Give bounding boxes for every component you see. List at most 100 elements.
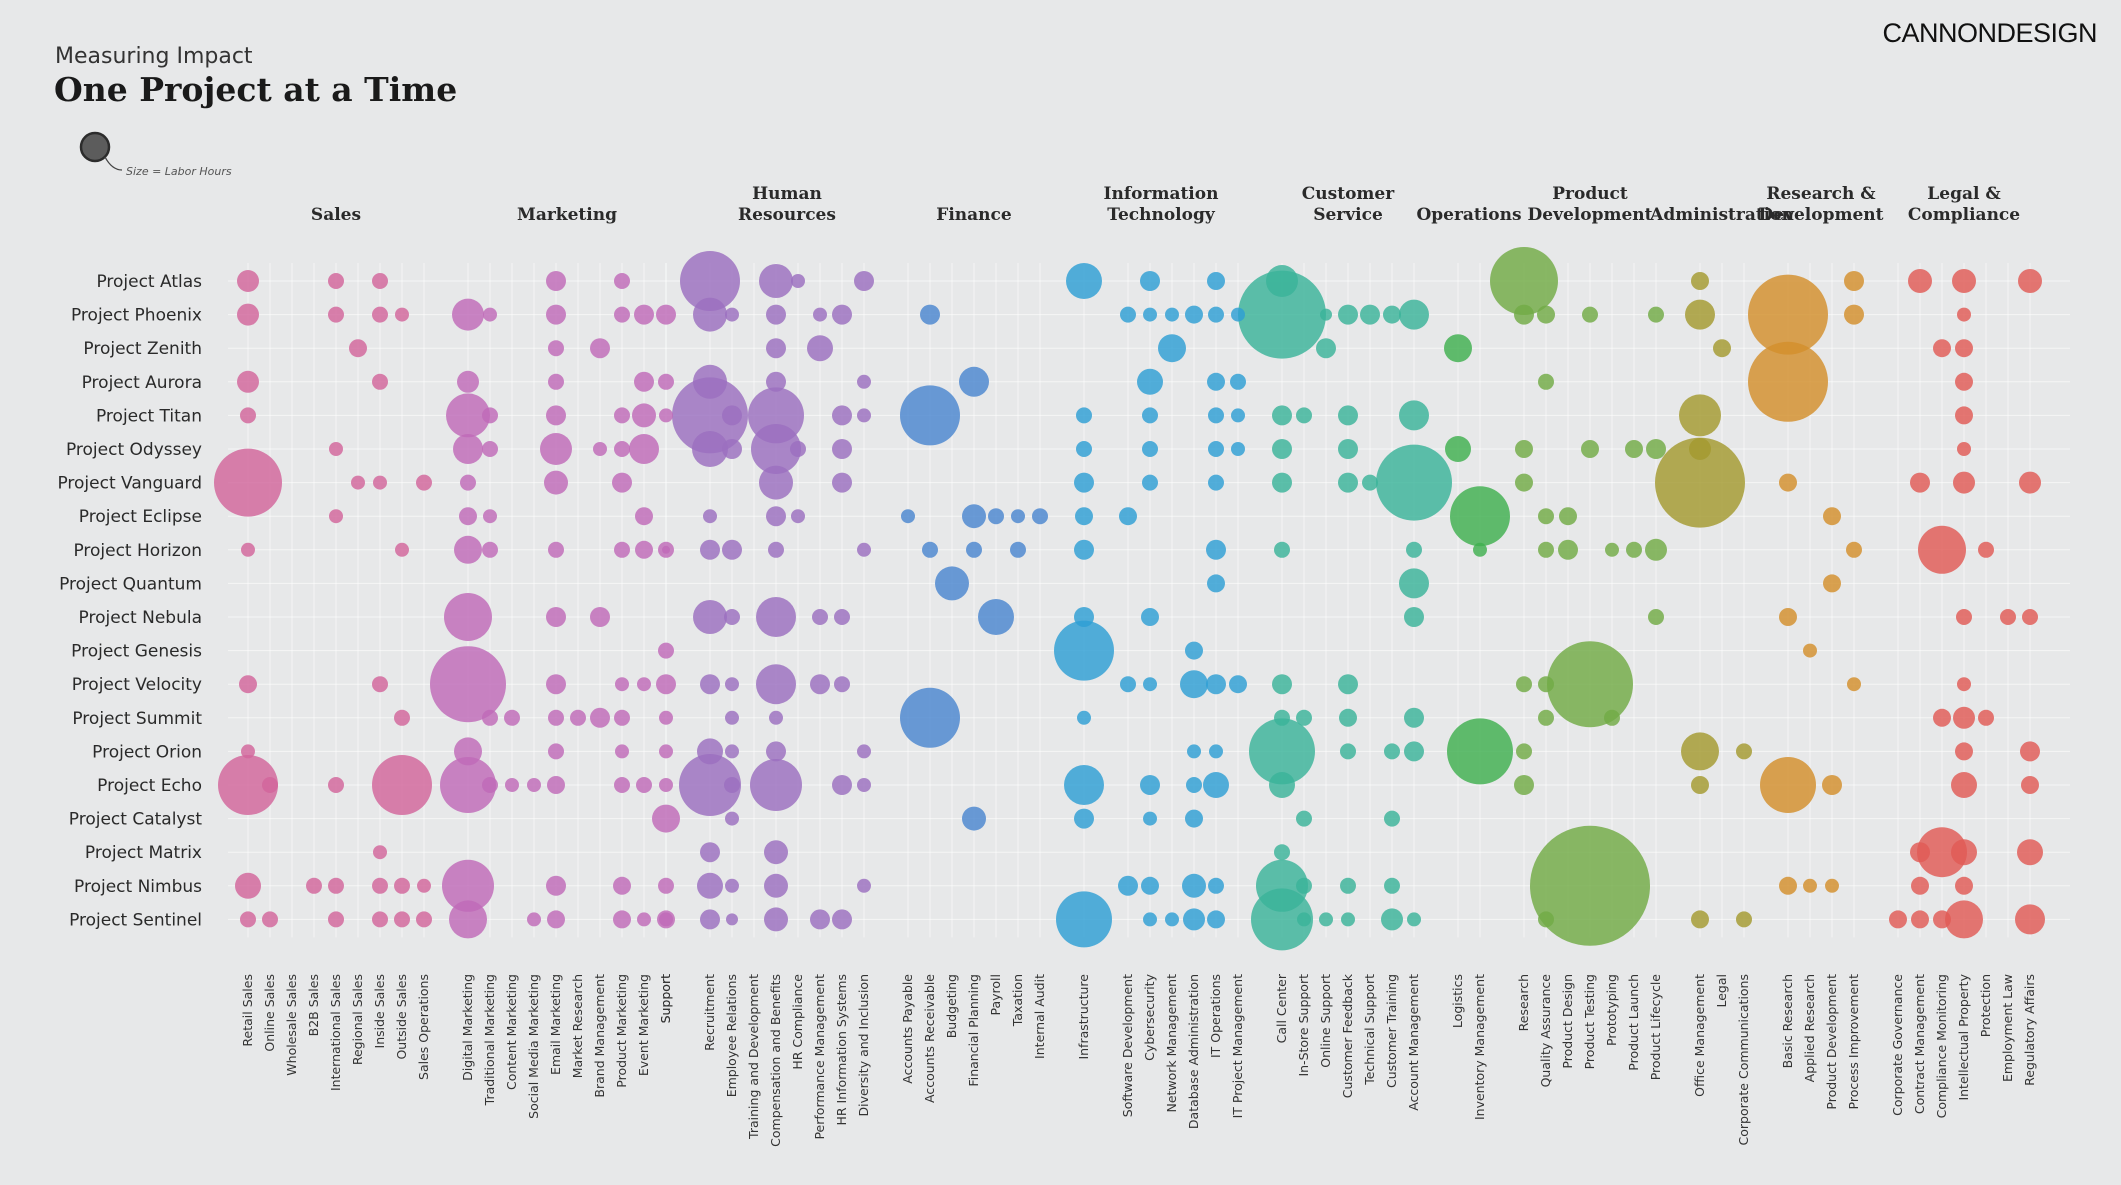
bubble-project-orion-recruitment [697, 738, 723, 765]
bubble-project-phoenix-product-lifecycle [1648, 306, 1664, 323]
bubble-project-summit-intellectual-property [1953, 706, 1975, 729]
function-label-call-center: Call Center [1274, 973, 1289, 1043]
bubble-project-nebula-employment-law [2000, 609, 2016, 625]
bubble-project-zenith-logistics [1444, 334, 1472, 363]
bubble-project-nebula-recruitment [693, 600, 727, 634]
bubble-project-sentinel-corporate-communications [1736, 911, 1752, 928]
bubble-project-nimbus-outside-sales [394, 877, 410, 894]
bubble-project-vanguard-retail-sales [214, 448, 282, 517]
bubble-project-vanguard-office-management [1655, 437, 1745, 528]
bubble-project-sentinel-employee-relations [726, 913, 738, 926]
bubble-project-aurora-digital-marketing [457, 370, 479, 393]
bubble-project-phoenix-software-development [1120, 306, 1136, 323]
bubble-project-eclipse-international-sales [329, 509, 343, 524]
bubble-project-eclipse-product-design [1559, 507, 1577, 526]
bubble-project-summit-infrastructure [1077, 710, 1091, 725]
dept-header-information-technology: Information Technology [1104, 184, 1219, 225]
bubble-project-atlas-compensation-and-benefits [759, 264, 793, 298]
bubble-project-vanguard-digital-marketing [460, 474, 476, 491]
bubble-project-echo-basic-research [1760, 757, 1816, 813]
bubble-project-vanguard-customer-feedback [1338, 472, 1358, 493]
bubble-project-atlas-office-management [1691, 272, 1709, 290]
bubble-project-atlas-international-sales [328, 273, 344, 289]
function-label-applied-research: Applied Research [1802, 974, 1817, 1082]
dept-header-marketing: Marketing [517, 205, 617, 225]
bubble-project-horizon-inventory-management [1473, 542, 1487, 557]
bubble-project-horizon-quality-assurance [1538, 541, 1554, 558]
bubble-project-orion-email-marketing [548, 743, 564, 760]
bubble-project-catalyst-in-store-support [1296, 810, 1312, 827]
bubble-project-titan-email-marketing [546, 405, 566, 426]
function-label-process-improvement: Process Improvement [1846, 974, 1861, 1110]
bubble-project-horizon-employee-relations [722, 539, 742, 560]
bubble-project-echo-intellectual-property [1951, 772, 1977, 798]
function-label-support: Support [658, 974, 673, 1024]
bubble-project-summit-email-marketing [548, 709, 564, 726]
bubble-project-odyssey-employee-relations [722, 439, 742, 459]
bubble-project-odyssey-hr-information-systems [832, 439, 852, 459]
bubble-project-odyssey-digital-marketing [453, 434, 483, 464]
function-label-compensation-and-benefits: Compensation and Benefits [768, 974, 783, 1147]
function-label-support: Support [658, 974, 673, 1024]
function-label-hr-compliance: HR Compliance [790, 974, 805, 1070]
bubble-project-titan-infrastructure [1076, 407, 1092, 424]
bubble-project-orion-compensation-and-benefits [766, 741, 786, 762]
bubble-project-catalyst-support [652, 804, 680, 833]
bubble-project-echo-international-sales [328, 777, 344, 793]
bubble-project-quantum-account-management [1399, 568, 1429, 599]
function-label-budgeting: Budgeting [944, 974, 959, 1038]
bubble-layer [214, 247, 2045, 951]
bubble-project-sentinel-customer-feedback [1341, 912, 1355, 927]
bubble-project-nimbus-customer-training [1384, 877, 1400, 894]
bubble-project-horizon-call-center [1274, 541, 1290, 558]
bubble-project-atlas-retail-sales [237, 270, 259, 292]
project-label-project-echo: Project Echo [97, 776, 202, 796]
function-label-it-project-management: IT Project Management [1230, 974, 1245, 1118]
bubble-project-catalyst-customer-training [1384, 810, 1400, 827]
bubble-project-aurora-intellectual-property [1955, 372, 1973, 391]
bubble-project-matrix-contract-management [1910, 842, 1930, 863]
bubble-project-summit-traditional-marketing [482, 709, 498, 726]
bubble-project-echo-hr-information-systems [832, 775, 852, 795]
function-label-payroll: Payroll [988, 974, 1003, 1016]
bubble-project-orion-retail-sales [241, 744, 255, 759]
dept-header-research-and-development: Research & Development [1759, 184, 1884, 225]
page-title: One Project at a Time [54, 70, 458, 109]
bubble-project-odyssey-customer-feedback [1338, 439, 1358, 459]
bubble-project-phoenix-it-project-management [1231, 307, 1245, 322]
bubble-project-zenith-brand-management [590, 338, 610, 359]
bubble-project-matrix-compliance-monitoring [1917, 827, 1967, 878]
bubble-project-aurora-quality-assurance [1538, 373, 1554, 390]
function-label-accounts-payable: Accounts Payable [900, 974, 915, 1084]
bubble-project-titan-recruitment [672, 377, 748, 454]
bubble-project-echo-it-operations [1203, 772, 1229, 798]
function-label-product-marketing: Product Marketing [614, 974, 629, 1088]
bubble-project-aurora-it-operations [1207, 372, 1225, 391]
bubble-project-nebula-regulatory-affairs [2022, 609, 2038, 625]
bubble-project-eclipse-inventory-management [1450, 486, 1510, 547]
bubble-project-odyssey-brand-management [593, 442, 607, 456]
bubble-project-nebula-brand-management [590, 607, 610, 627]
bubble-project-titan-intellectual-property [1955, 406, 1973, 425]
bubble-project-matrix-recruitment [700, 842, 720, 863]
bubble-project-phoenix-technical-support [1360, 304, 1380, 325]
size-legend-icon [79, 131, 123, 171]
bubble-project-velocity-database-administration [1180, 670, 1208, 699]
bubble-project-catalyst-infrastructure [1074, 808, 1094, 829]
bubble-project-velocity-hr-information-systems [834, 676, 850, 693]
function-label-legal: Legal [1714, 974, 1729, 1008]
bubble-project-velocity-inside-sales [372, 676, 388, 693]
bubble-project-summit-brand-management [590, 707, 610, 728]
bubble-project-horizon-product-design [1558, 539, 1578, 560]
bubble-project-zenith-performance-management [807, 335, 833, 362]
bubble-project-sentinel-social-media-marketing [527, 912, 541, 927]
function-label-product-launch: Product Launch [1626, 974, 1641, 1071]
bubble-project-phoenix-quality-assurance [1537, 305, 1555, 324]
bubble-project-phoenix-international-sales [328, 306, 344, 323]
bubble-project-summit-content-marketing [504, 709, 520, 726]
dept-header-customer-service: Customer Service [1302, 184, 1395, 225]
bubble-project-zenith-intellectual-property [1955, 339, 1973, 358]
bubble-project-phoenix-network-management [1165, 307, 1179, 322]
bubble-project-vanguard-compensation-and-benefits [759, 465, 793, 500]
bubble-project-atlas-inside-sales [372, 273, 388, 289]
